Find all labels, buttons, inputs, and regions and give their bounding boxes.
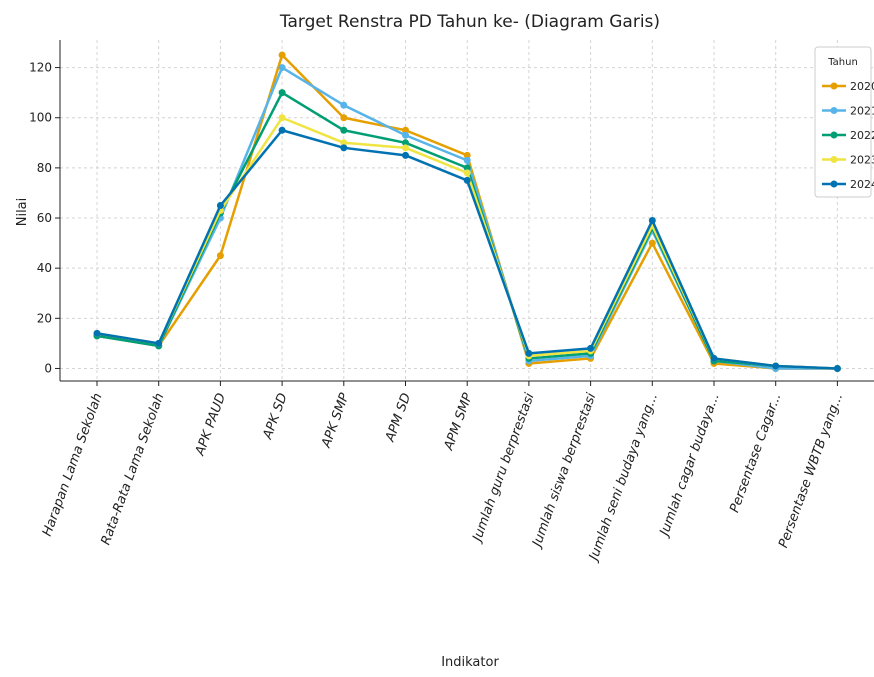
x-tick-label: Jumlah guru berprestasi: [469, 391, 538, 546]
x-tick-label: Harapan Lama Sekolah: [40, 391, 106, 538]
y-axis-label: Nilai: [15, 198, 30, 227]
y-ticks: 0 20 40 60 80 100 120: [29, 61, 60, 375]
data-point: [710, 354, 718, 362]
legend-marker-2020: [830, 82, 838, 90]
data-point: [278, 114, 286, 122]
y-tick-label: 20: [37, 311, 52, 325]
y-tick-label: 60: [37, 211, 52, 225]
data-point: [463, 156, 471, 164]
data-point: [155, 339, 163, 347]
data-point: [463, 151, 471, 159]
data-point: [340, 126, 348, 134]
data-point: [402, 126, 409, 134]
data-point: [402, 131, 409, 139]
data-point: [772, 362, 780, 370]
data-point: [402, 151, 409, 159]
legend-label-2024: 2024: [850, 178, 874, 191]
x-tick-label: APK SD: [260, 391, 291, 442]
data-point: [340, 114, 348, 122]
data-point: [525, 349, 533, 357]
data-point: [587, 344, 595, 352]
legend-marker-2024: [830, 180, 838, 188]
data-point: [216, 201, 224, 209]
legend-label-2020: 2020: [850, 80, 874, 93]
axes: [59, 40, 874, 382]
y-tick-label: 40: [37, 261, 52, 275]
data-point: [278, 51, 286, 59]
x-tick-label: APM SMP: [441, 391, 476, 453]
x-tick-label: APK PAUD: [192, 391, 229, 458]
legend-title: Tahun: [827, 57, 858, 68]
legend-box: [814, 46, 872, 198]
legend-marker-2022: [830, 131, 838, 139]
chart-title: Target Renstra PD Tahun ke- (Diagram Gar…: [279, 12, 660, 32]
x-tick-label: Jumlah siswa berprestasi: [529, 391, 600, 552]
data-point: [278, 126, 286, 134]
y-tick-label: 0: [44, 361, 52, 375]
data-point: [216, 252, 224, 260]
x-tick-label: Persentase Cagar...: [727, 391, 784, 515]
y-tick-label: 100: [29, 111, 52, 125]
data-point: [340, 144, 348, 152]
data-point: [340, 139, 348, 147]
legend-label-2023: 2023: [850, 154, 874, 167]
data-point: [278, 64, 286, 72]
data-point: [833, 364, 841, 372]
data-point: [463, 169, 471, 177]
y-tick-label: 80: [37, 161, 52, 175]
x-tick-label: APK SMP: [319, 391, 353, 450]
series-lines: [93, 51, 841, 372]
data-point: [463, 176, 471, 184]
x-tick-label: Rata-Rata Lama Sekolah: [98, 391, 167, 547]
data-point: [93, 329, 101, 337]
grid-lines: [60, 40, 874, 381]
series-2024: [93, 126, 841, 372]
legend-marker-2021: [830, 107, 838, 114]
data-point: [278, 89, 286, 97]
data-point: [648, 217, 656, 225]
data-point: [463, 164, 471, 172]
data-point: [402, 144, 409, 152]
x-axis-label: Indikator: [441, 655, 499, 670]
data-point: [402, 139, 409, 147]
x-tick-label: APM SD: [383, 391, 415, 444]
x-tick-label: Persentase WBTB yang...: [776, 391, 846, 550]
y-tick-label: 120: [29, 61, 52, 75]
data-point: [340, 101, 348, 109]
x-tick-label: Jumlah seni budaya yang...: [586, 391, 661, 565]
legend-marker-2023: [830, 156, 838, 163]
legend-label-2021: 2021: [850, 105, 874, 118]
data-point: [648, 239, 656, 247]
x-tick-label: Jumlah cagar budaya...: [656, 391, 723, 540]
